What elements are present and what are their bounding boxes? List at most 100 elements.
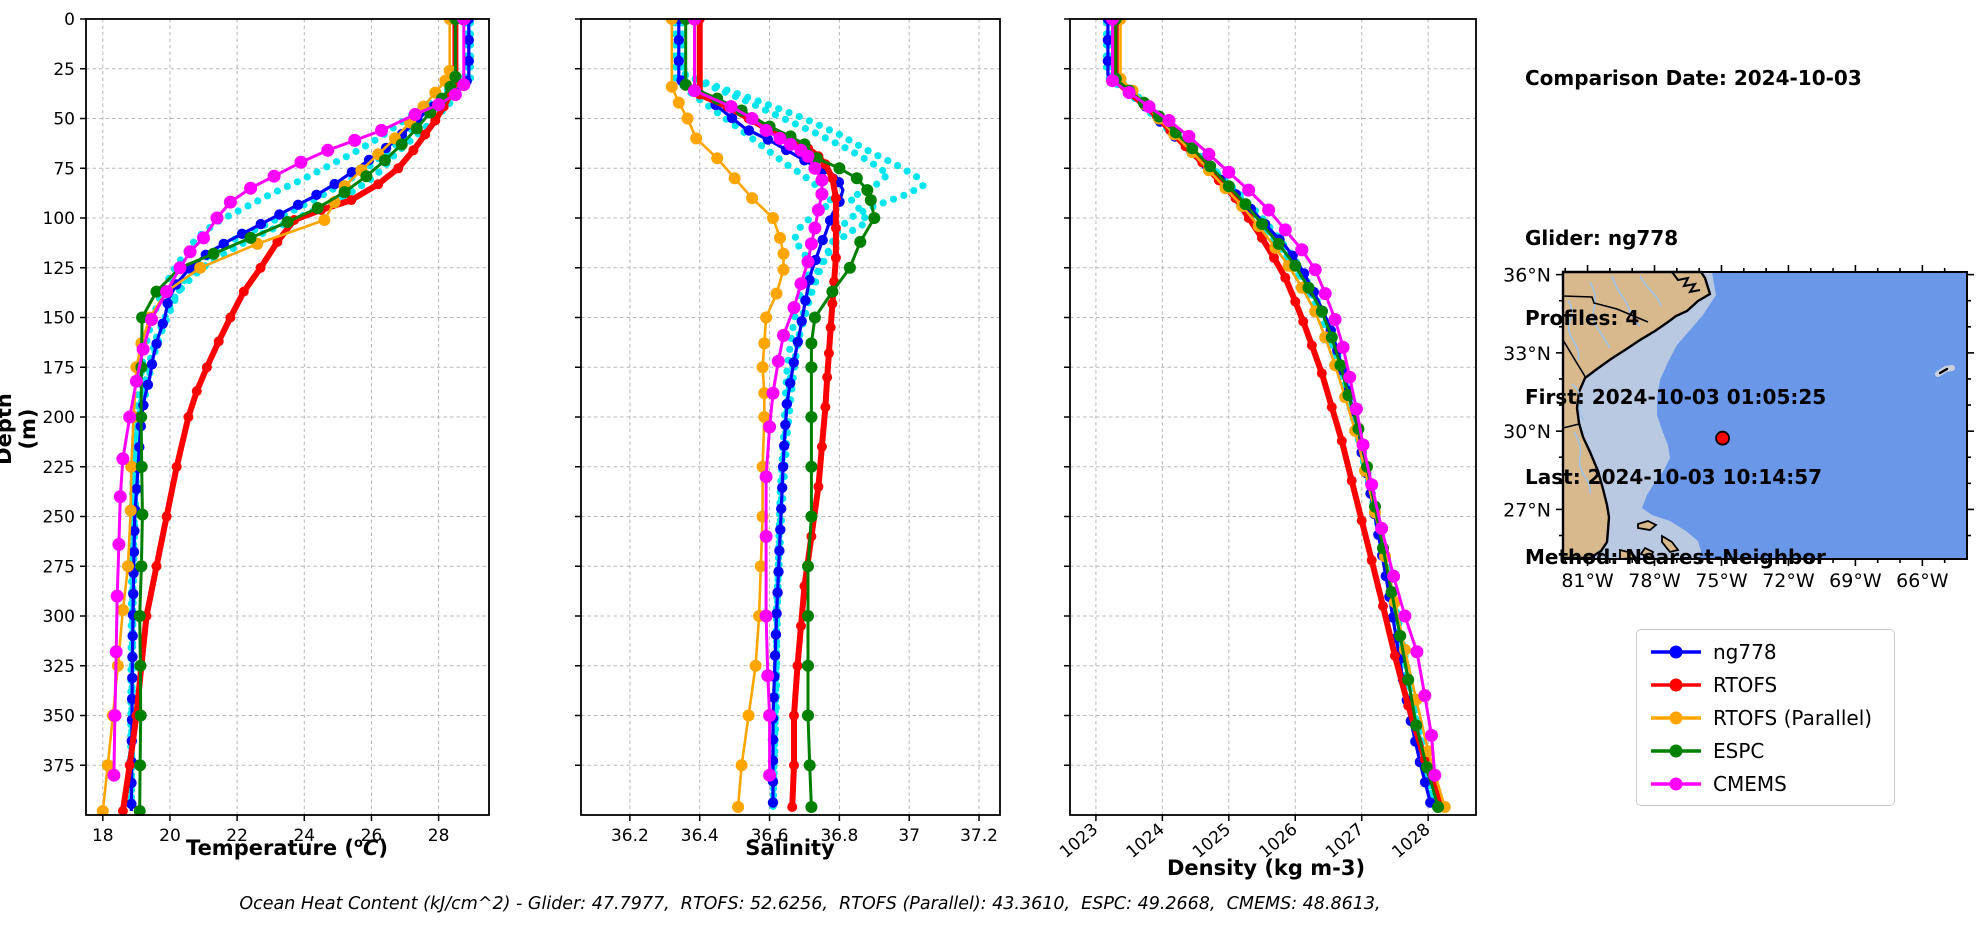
density-rtofs-line bbox=[1112, 19, 1445, 808]
temperature-axis-label: Temperature (oC) bbox=[186, 836, 388, 860]
map-lat-label-27n: 27°N bbox=[1503, 499, 1551, 521]
comparison-date-text: Comparison Date: 2024-10-03 bbox=[1525, 66, 1862, 91]
salinity-glider-raw-profile-1 bbox=[678, 19, 927, 810]
svg-text:36.2: 36.2 bbox=[611, 826, 649, 846]
temperature-axis-label-close: ) bbox=[378, 836, 388, 860]
legend-line-sample bbox=[1651, 744, 1701, 757]
salinity-series-group bbox=[665, 18, 927, 813]
map-lon-label-75w: 75°W bbox=[1695, 570, 1748, 592]
map-lon-label-66w: 66°W bbox=[1896, 570, 1949, 592]
svg-text:325: 325 bbox=[43, 657, 75, 677]
svg-text:300: 300 bbox=[43, 607, 75, 627]
map-lon-label-78w: 78°W bbox=[1628, 570, 1681, 592]
map-lat-label-30n: 30°N bbox=[1503, 421, 1551, 443]
density-glider-raw-profile-2 bbox=[1105, 19, 1439, 810]
legend-line-sample bbox=[1651, 711, 1701, 724]
svg-text:250: 250 bbox=[43, 508, 75, 528]
svg-text:350: 350 bbox=[43, 707, 75, 727]
temperature-panel: 18 20 22 24 26 28 0 25 50 75 100 125 150 175 200 225 250… bbox=[43, 10, 490, 846]
svg-text:1028: 1028 bbox=[1388, 820, 1434, 863]
salinity-ticks bbox=[575, 18, 980, 821]
density-glider-raw-profile-3 bbox=[1104, 19, 1435, 801]
svg-text:18: 18 bbox=[92, 826, 114, 846]
legend-item-rtofs-parallel-: RTOFS (Parallel) bbox=[1649, 705, 1894, 731]
map-lat-label-36n: 36°N bbox=[1503, 265, 1551, 287]
svg-text:37.2: 37.2 bbox=[960, 826, 998, 846]
svg-text:25: 25 bbox=[53, 60, 75, 80]
svg-text:36.4: 36.4 bbox=[681, 826, 719, 846]
map-ticks: 81°W 78°W 75°W 72°W 69°W 66°W 27°N 30°N 33°N 36°N bbox=[1503, 265, 1974, 592]
density-series-rtofs bbox=[1110, 18, 1447, 812]
depth-axis-label: Depth (m) bbox=[0, 393, 40, 465]
map-sounds-detail bbox=[1671, 271, 1701, 294]
svg-text:125: 125 bbox=[43, 259, 75, 279]
temperature-glider-raw-profile-2 bbox=[127, 19, 471, 806]
svg-text:375: 375 bbox=[43, 756, 75, 776]
legend-label: ng778 bbox=[1713, 639, 1777, 664]
salinity-cmems-line bbox=[693, 19, 824, 776]
comparison-info-block: Comparison Date: 2024-10-03 Glider: ng77… bbox=[1525, 12, 1862, 624]
svg-text:175: 175 bbox=[43, 358, 75, 378]
temperature-axis-label-sup: o bbox=[354, 836, 363, 851]
map-border bbox=[1562, 271, 1968, 560]
map-bermuda-island bbox=[1935, 365, 1955, 377]
map-state-borders bbox=[1562, 295, 1649, 429]
svg-text:26: 26 bbox=[361, 826, 383, 846]
temperature-cmems-line bbox=[112, 19, 466, 776]
legend-line-sample bbox=[1651, 678, 1701, 691]
svg-text:20: 20 bbox=[159, 826, 181, 846]
svg-text:200: 200 bbox=[43, 408, 75, 428]
density-ticks bbox=[1064, 18, 1429, 821]
svg-text:0: 0 bbox=[64, 10, 75, 30]
svg-text:1024: 1024 bbox=[1123, 820, 1169, 863]
density-series-rtofs-parallel- bbox=[1114, 18, 1451, 813]
density-glider-raw-profile-1 bbox=[1102, 19, 1437, 808]
legend-line-sample bbox=[1651, 645, 1701, 658]
map-lon-label-69w: 69°W bbox=[1829, 570, 1882, 592]
density-series-espc bbox=[1109, 18, 1445, 813]
legend-label: CMEMS bbox=[1713, 771, 1787, 796]
svg-text:22: 22 bbox=[226, 826, 248, 846]
map-tick-labels: 81°W 78°W 75°W 72°W 69°W 66°W 27°N 30°N 33°N 36°N bbox=[1503, 265, 1949, 592]
legend-label: RTOFS (Parallel) bbox=[1713, 705, 1873, 730]
legend-item-rtofs: RTOFS bbox=[1649, 672, 1894, 698]
ocean-heat-content-text: Ocean Heat Content (kJ/cm^2) - Glider: 4… bbox=[239, 894, 1381, 914]
map-rivers bbox=[1567, 275, 1662, 495]
svg-text:36.6: 36.6 bbox=[751, 826, 789, 846]
svg-text:75: 75 bbox=[53, 159, 75, 179]
map-lon-label-72w: 72°W bbox=[1762, 570, 1815, 592]
salinity-espc-line bbox=[684, 19, 876, 808]
temperature-ticks bbox=[80, 18, 440, 821]
legend-label: ESPC bbox=[1713, 738, 1765, 763]
svg-text:100: 100 bbox=[43, 209, 75, 229]
svg-text:28: 28 bbox=[428, 826, 450, 846]
salinity-panel: 36.2 36.4 36.6 36.8 37 37.2 bbox=[575, 18, 1001, 846]
salinity-series-cmems bbox=[688, 18, 829, 782]
temperature-rtofs-line bbox=[119, 19, 459, 812]
salinity-series-rtofs-parallel- bbox=[665, 18, 790, 813]
svg-text:37: 37 bbox=[898, 826, 920, 846]
map-tick-marks bbox=[1556, 265, 1974, 566]
density-panel: 1023 1024 1025 1026 1027 1028 bbox=[1056, 18, 1477, 863]
temperature-series-group bbox=[96, 18, 475, 816]
glider-location-marker bbox=[1715, 430, 1730, 446]
density-espc-line bbox=[1114, 19, 1440, 808]
temperature-series-cmems bbox=[107, 18, 471, 782]
svg-text:225: 225 bbox=[43, 458, 75, 478]
temperature-tick-labels: 18 20 22 24 26 28 0 25 50 75 100 125 150 175 200 225 250… bbox=[43, 10, 450, 846]
temperature-series-espc bbox=[133, 18, 462, 816]
map-frame-group: 81°W 78°W 75°W 72°W 69°W 66°W 27°N 30°N 33°N 36°N bbox=[1503, 265, 1974, 592]
legend-label: RTOFS bbox=[1713, 672, 1778, 697]
map-lon-label-81w: 81°W bbox=[1561, 570, 1614, 592]
first-profile-time-text: First: 2024-10-03 01:05:25 bbox=[1525, 385, 1827, 410]
last-profile-time-text: Last: 2024-10-03 10:14:57 bbox=[1525, 465, 1823, 490]
svg-text:1023: 1023 bbox=[1056, 820, 1102, 863]
density-axis-label: Density (kg m-3) bbox=[1166, 856, 1366, 880]
legend-item-espc: ESPC bbox=[1649, 738, 1894, 764]
svg-text:50: 50 bbox=[53, 110, 75, 130]
density-series-group bbox=[1102, 18, 1451, 813]
density-cmems-line bbox=[1111, 19, 1437, 776]
temperature-series-rtofs bbox=[117, 18, 461, 816]
salinity-axis-label: Salinity bbox=[745, 836, 835, 860]
